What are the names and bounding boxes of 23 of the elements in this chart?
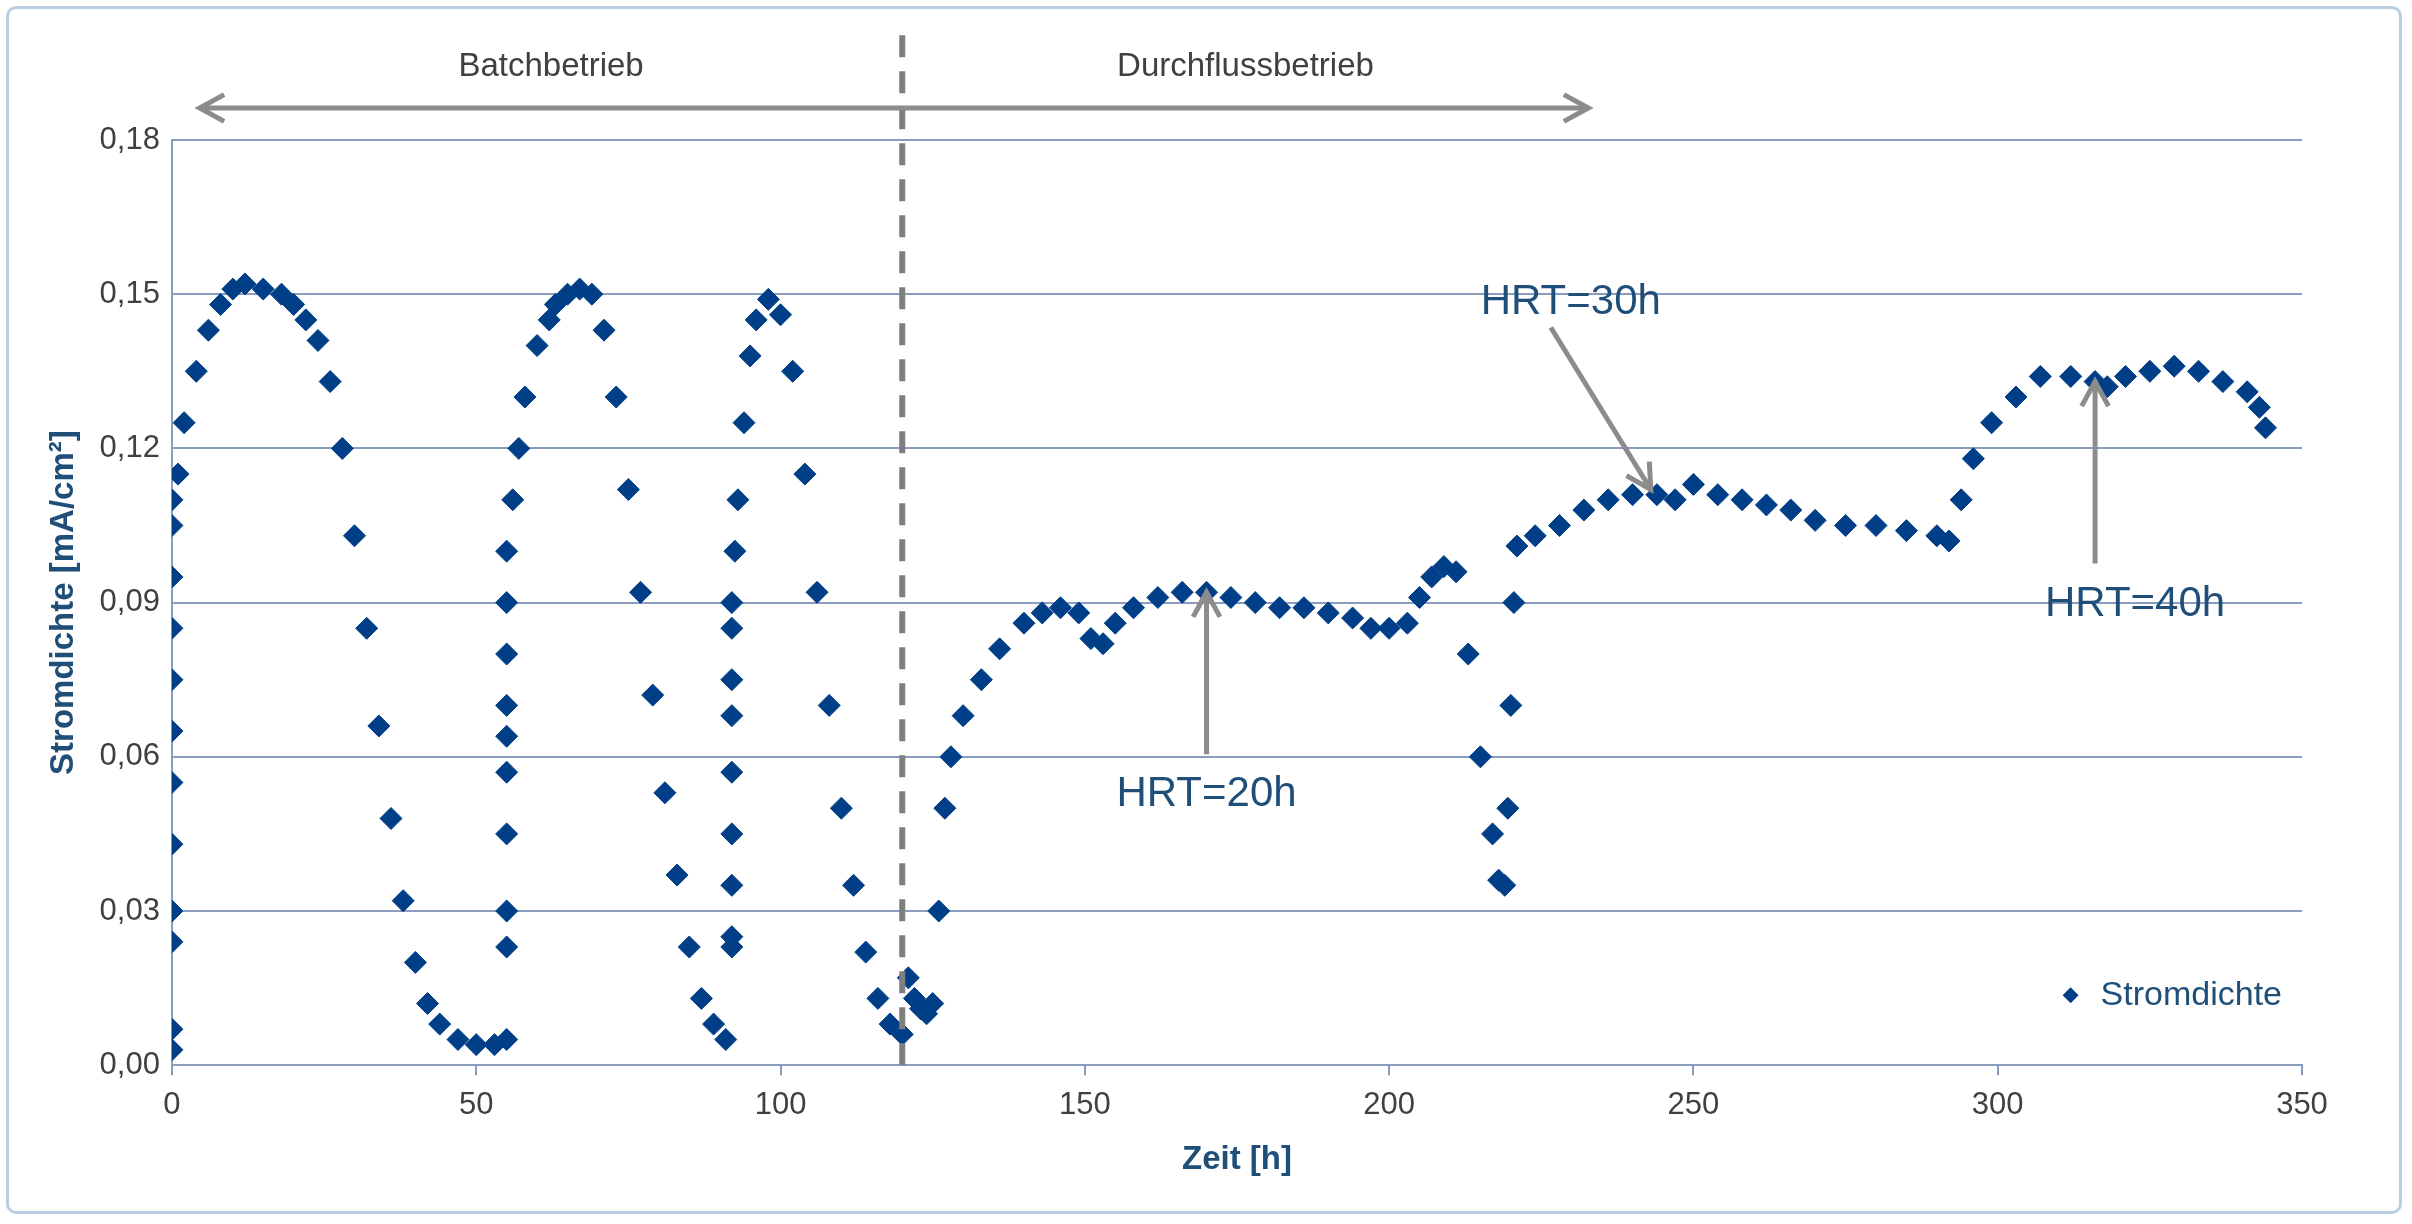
- x-tick-label: 150: [1058, 1086, 1111, 1122]
- x-tick-label: 250: [1667, 1086, 1720, 1122]
- y-tick-label: 0,12: [99, 428, 160, 464]
- x-tick-label: 100: [754, 1086, 807, 1122]
- y-tick-label: 0,06: [99, 737, 160, 773]
- x-axis-title: Zeit [h]: [1181, 1139, 1292, 1177]
- y-tick-label: 0,15: [99, 274, 160, 310]
- x-tick-label: 50: [458, 1086, 494, 1122]
- y-tick-label: 0,00: [99, 1045, 160, 1081]
- y-axis-title: Stromdichte [mA/cm²]: [42, 430, 80, 775]
- x-tick-label: 350: [2276, 1086, 2328, 1122]
- legend-label: Stromdichte: [2100, 973, 2282, 1012]
- annotation: HRT=20h: [1116, 768, 1297, 817]
- y-tick-label: 0,09: [99, 583, 160, 619]
- y-tick-label: 0,03: [99, 891, 160, 927]
- text: Durchflussbetrieb: [1117, 46, 1374, 84]
- annotation: HRT=30h: [1480, 275, 1661, 324]
- x-tick-label: 0: [163, 1086, 181, 1122]
- text: Batchbetrieb: [458, 46, 644, 84]
- x-tick-label: 300: [1971, 1086, 2024, 1122]
- annotation: HRT=40h: [2044, 577, 2226, 626]
- y-tick-label: 0,18: [99, 120, 160, 156]
- x-tick-label: 200: [1363, 1086, 1415, 1122]
